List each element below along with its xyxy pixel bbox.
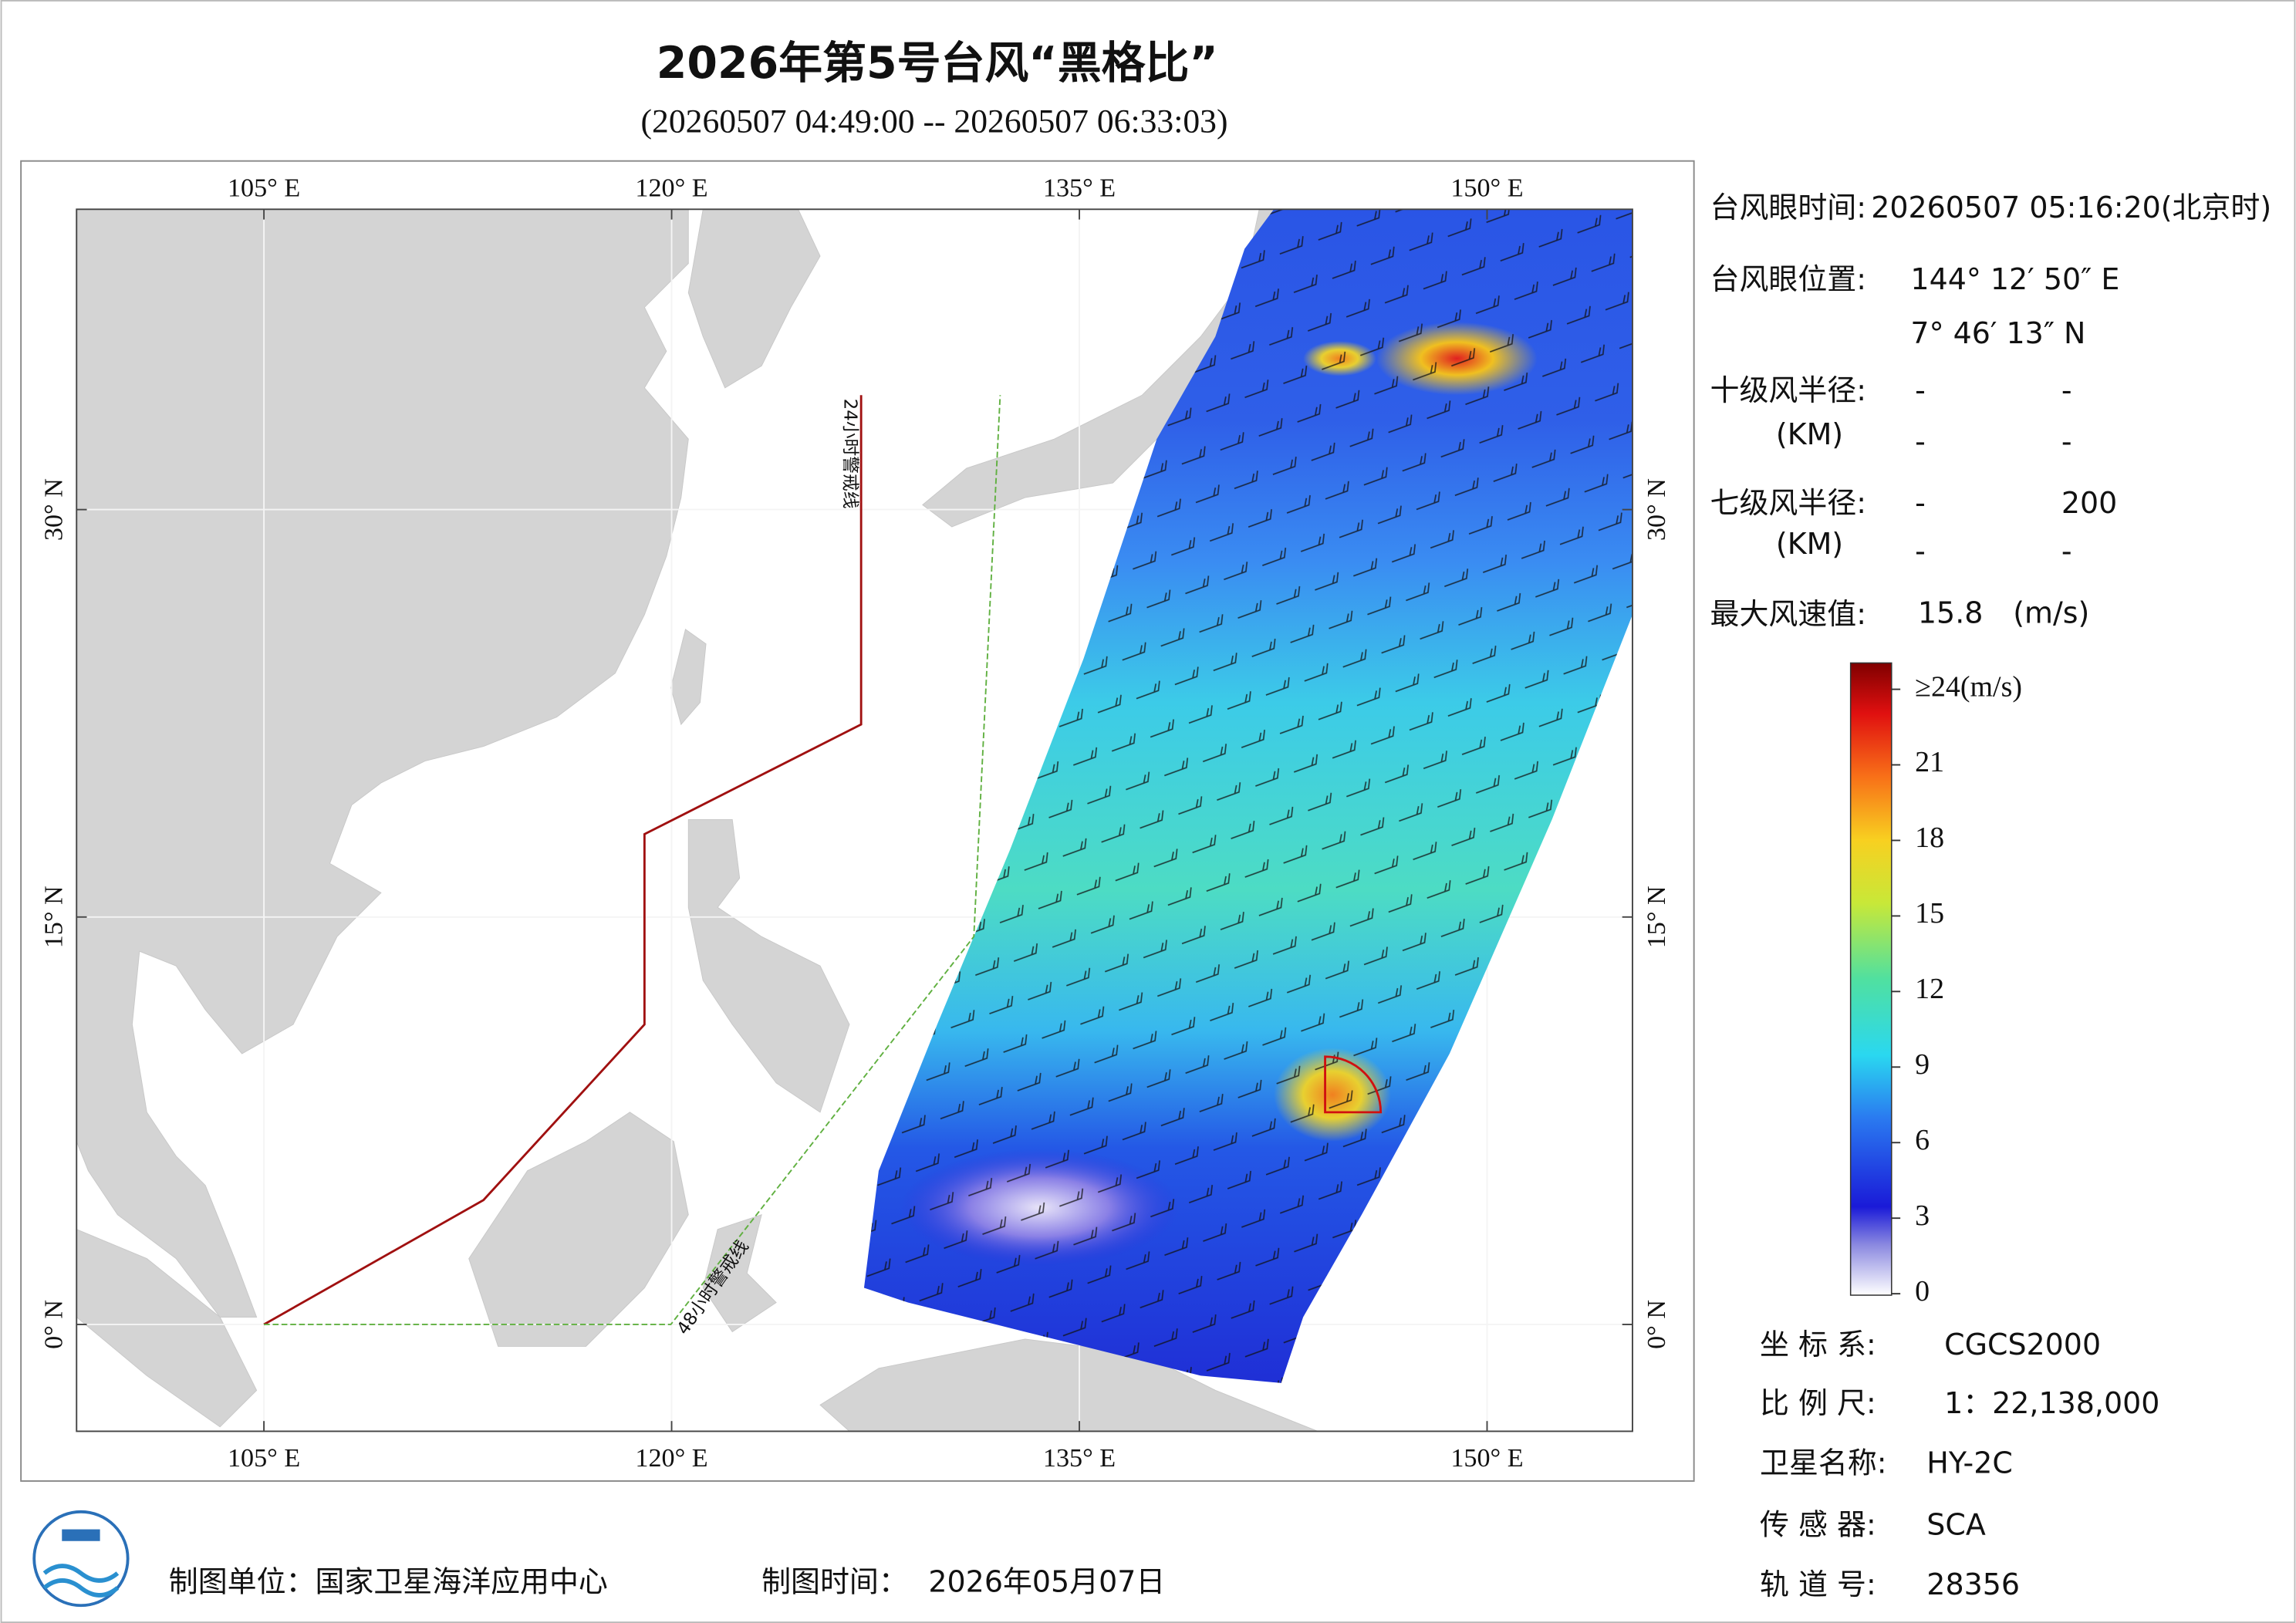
r10-unit: (KM) (1776, 417, 1843, 451)
lat-tick-label: 30° N (40, 478, 69, 541)
colorbar-label: 0 (1915, 1275, 1930, 1308)
r10-value: - (2061, 424, 2072, 458)
warning-label-24h: 24小时警戒线 (839, 399, 859, 509)
orbit-label: 轨 道 号: (1760, 1567, 1876, 1601)
colorbar-ticks: 0 3 6 9 12 15 18 21 ≥24(m/s) (1891, 670, 2022, 1308)
lat-tick-label: 15° N (40, 886, 69, 948)
r10-value: - (1915, 424, 1926, 458)
colorbar-label: 21 (1915, 746, 1944, 778)
mainland-asia (76, 209, 689, 1318)
wind-barbs (863, 209, 1633, 1383)
colorbar (1849, 662, 1893, 1296)
colorbar-label: 9 (1915, 1048, 1930, 1081)
r10-value: - (1915, 373, 1926, 407)
subtitle: (20260507 04:49:00 -- 20260507 06:33:03) (641, 103, 1228, 140)
max-wind: 15.8 (1918, 596, 1983, 629)
eye-time-label: 台风眼时间: (1710, 191, 1866, 224)
typhoon-eye-radius (1324, 1055, 1383, 1114)
lon-tick-label: 120° E (635, 174, 707, 202)
r7-value: 200 (2061, 486, 2117, 520)
orbit: 28356 (1926, 1567, 2020, 1601)
r7-unit: (KM) (1776, 527, 1843, 561)
r10-label: 十级风半径: (1710, 373, 1866, 407)
korea (687, 209, 821, 389)
r7-value: - (1915, 535, 1926, 569)
r7-value: - (2061, 535, 2072, 569)
eye-pos-label: 台风眼位置: (1710, 262, 1866, 296)
r10-value: - (2061, 373, 2072, 407)
map-frame (76, 208, 1633, 1432)
crs: CGCS2000 (1944, 1328, 2101, 1361)
new-guinea (819, 1338, 1319, 1432)
footer-unit: 制图单位：国家卫星海洋应用中心 (169, 1564, 608, 1598)
philippines (687, 818, 850, 1113)
lat-tick-label: 0° N (1643, 1300, 1671, 1349)
info-panel: 台风眼时间: 20260507 05:16:20(北京时) 台风眼位置: 144… (1710, 191, 2272, 631)
borneo (468, 1112, 689, 1347)
lon-tick-label: 135° E (1043, 1444, 1116, 1473)
satellite-label: 卫星名称: (1760, 1446, 1887, 1480)
taiwan (670, 629, 707, 726)
footer-date-label: 制图时间： (761, 1564, 908, 1598)
logo (32, 1510, 130, 1608)
map-area: 24小时警戒线 48小时警戒线 (76, 209, 1633, 1432)
meta-panel: 坐 标 系: CGCS2000 比 例 尺: 1：22,138,000 卫星名称… (1760, 1328, 2159, 1601)
eye-time: 20260507 05:16:20(北京时) (1871, 191, 2271, 224)
r7-label: 七级风半径: (1710, 486, 1866, 520)
lon-tick-label: 150° E (1450, 174, 1523, 202)
lat-tick-label: 0° N (40, 1300, 69, 1349)
lat-tick-label: 15° N (1643, 886, 1671, 948)
sensor-label: 传 感 器: (1760, 1507, 1876, 1541)
lon-tick-label: 150° E (1450, 1444, 1523, 1473)
max-wind-unit: (m/s) (2013, 596, 2089, 629)
lon-tick-label: 105° E (228, 174, 300, 202)
satellite: HY-2C (1926, 1446, 2013, 1480)
colorbar-label: 12 (1915, 973, 1944, 1005)
scale: 1：22,138,000 (1944, 1386, 2159, 1420)
eye-lon: 144° 12′ 50″ E (1910, 262, 2119, 296)
logo-waves (42, 1564, 120, 1598)
sulawesi (702, 1213, 777, 1333)
wind-swath (863, 209, 1633, 1383)
title: 2026年第5号台风“黑格比” (657, 38, 1218, 89)
sumatra (76, 1229, 258, 1428)
warning-line-24h (263, 395, 863, 1326)
land (76, 209, 1319, 1432)
crs-label: 坐 标 系: (1760, 1328, 1876, 1361)
colorbar-label: 15 (1915, 897, 1944, 930)
lon-tick-label: 135° E (1043, 174, 1116, 202)
warning-line-48h (264, 395, 1001, 1325)
max-wind-label: 最大风速值: (1710, 597, 1866, 631)
sensor: SCA (1926, 1507, 1986, 1541)
logo-satellite (62, 1529, 100, 1541)
colorbar-label: 3 (1915, 1200, 1930, 1232)
footer-date: 2026年05月07日 (928, 1564, 1165, 1598)
lon-tick-label: 120° E (635, 1444, 707, 1473)
outer-frame (20, 160, 1695, 1482)
colorbar-label: 18 (1915, 822, 1944, 854)
r7-value: - (1915, 486, 1926, 520)
eye-lat: 7° 46′ 13″ N (1910, 316, 2085, 350)
scale-label: 比 例 尺: (1760, 1386, 1876, 1420)
colorbar-label: ≥24(m/s) (1915, 670, 2022, 703)
lon-tick-label: 105° E (228, 1444, 300, 1473)
map-ticks: 105° E 105° E 120° E 120° E 135° E 135° E 150°… (40, 174, 1671, 1473)
lat-tick-label: 30° N (1643, 478, 1671, 541)
colorbar-label: 6 (1915, 1124, 1930, 1156)
